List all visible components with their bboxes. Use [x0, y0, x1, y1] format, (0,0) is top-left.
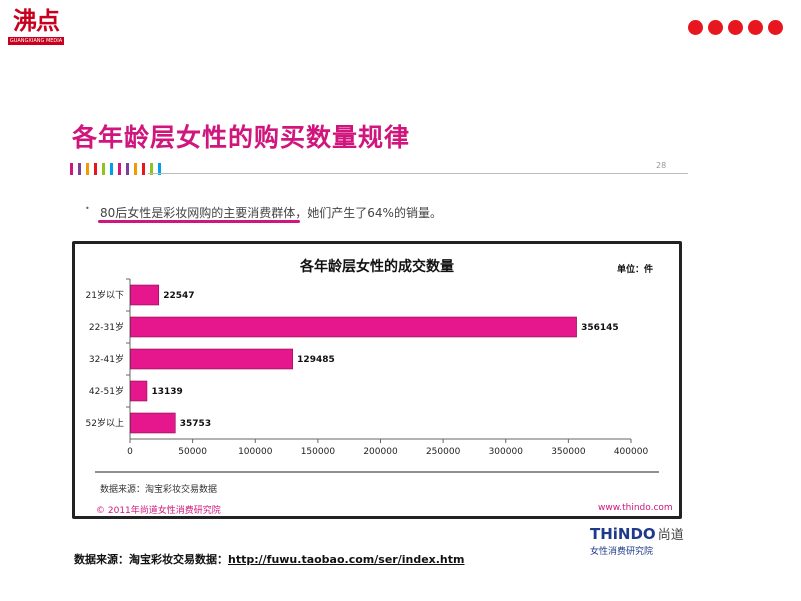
- category-label: 22-31岁: [89, 321, 124, 333]
- bar: [130, 380, 148, 402]
- chart-frame: 各年龄层女性的成交数量 单位：件 0 50000 100000 150000 20000…: [72, 241, 682, 519]
- x-tick-label: 0: [127, 447, 133, 457]
- brand-name: THiNDO 尚道: [590, 524, 684, 543]
- stripe: [118, 163, 121, 175]
- red-dot-icon: [688, 20, 703, 35]
- category-label: 32-41岁: [89, 353, 124, 365]
- logo-subtext: GUANGXIANG MEDIA: [8, 37, 64, 45]
- data-label: 129485: [297, 355, 335, 365]
- highlight-underline: [98, 220, 300, 223]
- source-link[interactable]: http://fuwu.taobao.com/ser/index.htm: [228, 553, 465, 566]
- chart-title: 各年龄层女性的成交数量: [300, 259, 454, 275]
- logo-text: 沸点: [13, 6, 60, 35]
- category-label: 21岁以下: [86, 289, 124, 301]
- chart-source: 数据来源：淘宝彩妆交易数据: [100, 485, 218, 495]
- red-dot-icon: [748, 20, 763, 35]
- brand-name-en: THiNDO: [590, 525, 656, 543]
- bar: [130, 348, 293, 370]
- stripe: [126, 163, 129, 175]
- data-label: 13139: [151, 387, 182, 397]
- category-label: 52岁以上: [86, 417, 124, 429]
- page-number: 28: [656, 161, 667, 170]
- brand-subtitle: 女性消费研究院: [590, 547, 654, 557]
- x-tick-label: 50000: [178, 447, 207, 457]
- bullet-text: 80后女性是彩妆网购的主要消费群体，她们产生了64%的销量。: [100, 206, 442, 220]
- x-tick-label: 200000: [363, 447, 398, 457]
- stripe: [150, 163, 153, 175]
- red-dot-icon: [728, 20, 743, 35]
- bar: [130, 284, 160, 306]
- logo: 沸点 GUANGXIANG MEDIA: [6, 6, 66, 46]
- x-tick-label: 150000: [301, 447, 336, 457]
- bullet-mark: •: [85, 204, 90, 213]
- copyright: © 2011年尚道女性消费研究院: [96, 506, 221, 516]
- data-label: 35753: [180, 419, 211, 429]
- decorative-dots: [688, 20, 783, 35]
- stripe: [70, 163, 73, 175]
- bar: [130, 316, 577, 338]
- red-dot-icon: [768, 20, 783, 35]
- x-tick-label: 250000: [426, 447, 461, 457]
- stripe: [142, 163, 145, 175]
- stripe: [86, 163, 89, 175]
- chart-panel: 各年龄层女性的成交数量 单位：件 0 50000 100000 150000 20000…: [75, 244, 679, 516]
- bar-chart: 0 50000 100000 150000 200000 250000 300000 3500…: [86, 278, 659, 473]
- category-label: 42-51岁: [89, 385, 124, 397]
- x-tick-label: 100000: [238, 447, 273, 457]
- brand-name-cn: 尚道: [657, 528, 684, 543]
- stripe: [94, 163, 97, 175]
- stripe: [102, 163, 105, 175]
- stripe: [158, 163, 161, 175]
- x-tick-label: 400000: [614, 447, 649, 457]
- data-label: 356145: [581, 323, 619, 333]
- brand-logo: THiNDO 尚道 女性消费研究院: [590, 524, 684, 564]
- stripe: [78, 163, 81, 175]
- slide-title: 各年龄层女性的购买数量规律: [72, 123, 411, 152]
- unit-label: 单位：件: [617, 265, 654, 275]
- footer-source-label: 数据来源：淘宝彩妆交易数据：: [74, 553, 228, 566]
- bar: [130, 412, 176, 434]
- footer-source: 数据来源：淘宝彩妆交易数据：http://fuwu.taobao.com/ser…: [74, 551, 464, 567]
- stripe: [110, 163, 113, 175]
- x-tick-label: 350000: [551, 447, 586, 457]
- data-label: 22547: [163, 291, 194, 301]
- title-divider: [148, 173, 688, 174]
- website: www.thindo.com: [598, 503, 673, 513]
- red-dot-icon: [708, 20, 723, 35]
- stripe: [134, 163, 137, 175]
- color-stripes: [70, 163, 161, 175]
- x-tick-label: 300000: [489, 447, 524, 457]
